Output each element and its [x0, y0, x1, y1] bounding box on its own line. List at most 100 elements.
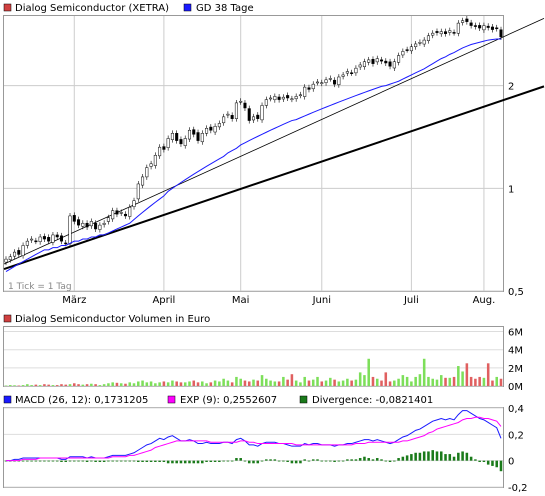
candle	[315, 81, 320, 84]
volume-bar	[354, 379, 358, 386]
volume-bar	[145, 382, 149, 386]
macd-legend-swatch-1	[3, 395, 12, 404]
volume-y-ticks: 0M 2M 4M 6M	[508, 328, 523, 393]
volume-bar	[478, 376, 481, 386]
candle	[435, 31, 439, 33]
divergence-bar	[478, 460, 481, 462]
candle	[422, 39, 426, 45]
volume-bar	[286, 379, 289, 386]
volume-bar	[247, 381, 251, 386]
volume-bar	[252, 379, 255, 386]
candle	[465, 18, 469, 22]
price-legend-swatch-2	[183, 3, 192, 12]
volume-bar	[98, 385, 102, 386]
volume-bar	[119, 383, 123, 386]
divergence-bar	[115, 460, 119, 462]
volume-bar	[333, 379, 336, 386]
macd-legend-swatch-3	[299, 395, 308, 404]
volume-bar	[166, 382, 170, 386]
divergence-bar	[375, 458, 379, 461]
candle	[8, 256, 12, 260]
divergence-bar	[111, 460, 114, 462]
divergence-bar	[307, 460, 311, 462]
divergence-bar	[273, 459, 277, 461]
candle	[490, 26, 494, 30]
divergence-bar	[363, 456, 366, 461]
volume-bar	[482, 377, 486, 386]
divergence-bar	[213, 460, 217, 462]
divergence-bar	[286, 460, 289, 462]
divergence-bar	[290, 460, 294, 464]
divergence-bar	[90, 460, 93, 462]
price-x-tick-label: Mai	[232, 295, 250, 306]
candle	[401, 51, 405, 56]
candle	[115, 210, 119, 215]
candle	[59, 235, 63, 242]
volume-legend-swatch	[3, 314, 12, 323]
divergence-bar	[380, 459, 383, 461]
macd-y-tick-label: -0,2	[508, 483, 528, 494]
candle	[166, 138, 170, 148]
candle	[375, 58, 379, 63]
divergence-bar	[98, 460, 102, 462]
volume-bar	[51, 385, 55, 386]
volume-bar	[410, 381, 413, 386]
volume-bar	[465, 363, 469, 386]
volume-bar	[230, 382, 234, 386]
divergence-bar	[43, 460, 46, 462]
candle	[94, 222, 98, 230]
volume-bar	[188, 381, 191, 386]
candle	[149, 163, 153, 167]
volume-bar	[311, 379, 315, 386]
price-candles	[4, 16, 503, 266]
candle	[141, 176, 145, 186]
candle	[260, 105, 264, 121]
candle	[81, 222, 85, 227]
candle	[333, 79, 337, 85]
divergence-bar	[439, 451, 443, 461]
volume-bar	[213, 380, 217, 386]
volume-bar	[269, 380, 272, 386]
divergence-bar	[47, 460, 50, 462]
divergence-bar	[128, 460, 132, 462]
divergence-bar	[94, 460, 97, 462]
divergence-bars	[4, 450, 503, 472]
candle	[384, 60, 388, 64]
divergence-bar	[299, 460, 302, 464]
divergence-bar	[341, 460, 345, 462]
candle	[469, 22, 473, 26]
volume-bar	[469, 376, 473, 386]
candle	[136, 183, 140, 200]
volume-bar	[149, 381, 153, 386]
volume-bar	[350, 380, 353, 386]
volume-bar	[499, 378, 503, 386]
volume-bar	[141, 380, 144, 386]
candle	[358, 64, 362, 68]
macd-panel: MACD (26, 12): 0,1731205 EXP (9): 0,2552…	[3, 395, 528, 494]
volume-bar	[486, 363, 490, 386]
candle	[256, 114, 260, 119]
divergence-bar	[294, 460, 298, 464]
volume-bar	[73, 383, 76, 386]
candle	[303, 86, 307, 97]
volume-panel: Dialog Semiconductor Volumen in Euro 0M 2…	[3, 314, 523, 393]
candle	[153, 155, 157, 166]
volume-bar	[77, 384, 80, 386]
volume-bar	[137, 381, 140, 386]
candle	[341, 74, 345, 77]
divergence-bar	[256, 460, 260, 464]
candle	[119, 212, 123, 214]
divergence-bar	[55, 460, 59, 462]
divergence-bar	[486, 460, 490, 465]
divergence-bar	[145, 460, 149, 462]
macd-legend-swatch-2	[167, 395, 176, 404]
candle	[405, 49, 409, 51]
candle	[162, 146, 166, 150]
candle	[187, 129, 192, 140]
volume-bar	[132, 383, 136, 386]
candle	[269, 97, 273, 100]
volume-bar	[422, 358, 426, 386]
divergence-bar	[149, 460, 153, 462]
candle	[273, 96, 277, 101]
candle	[473, 25, 477, 27]
